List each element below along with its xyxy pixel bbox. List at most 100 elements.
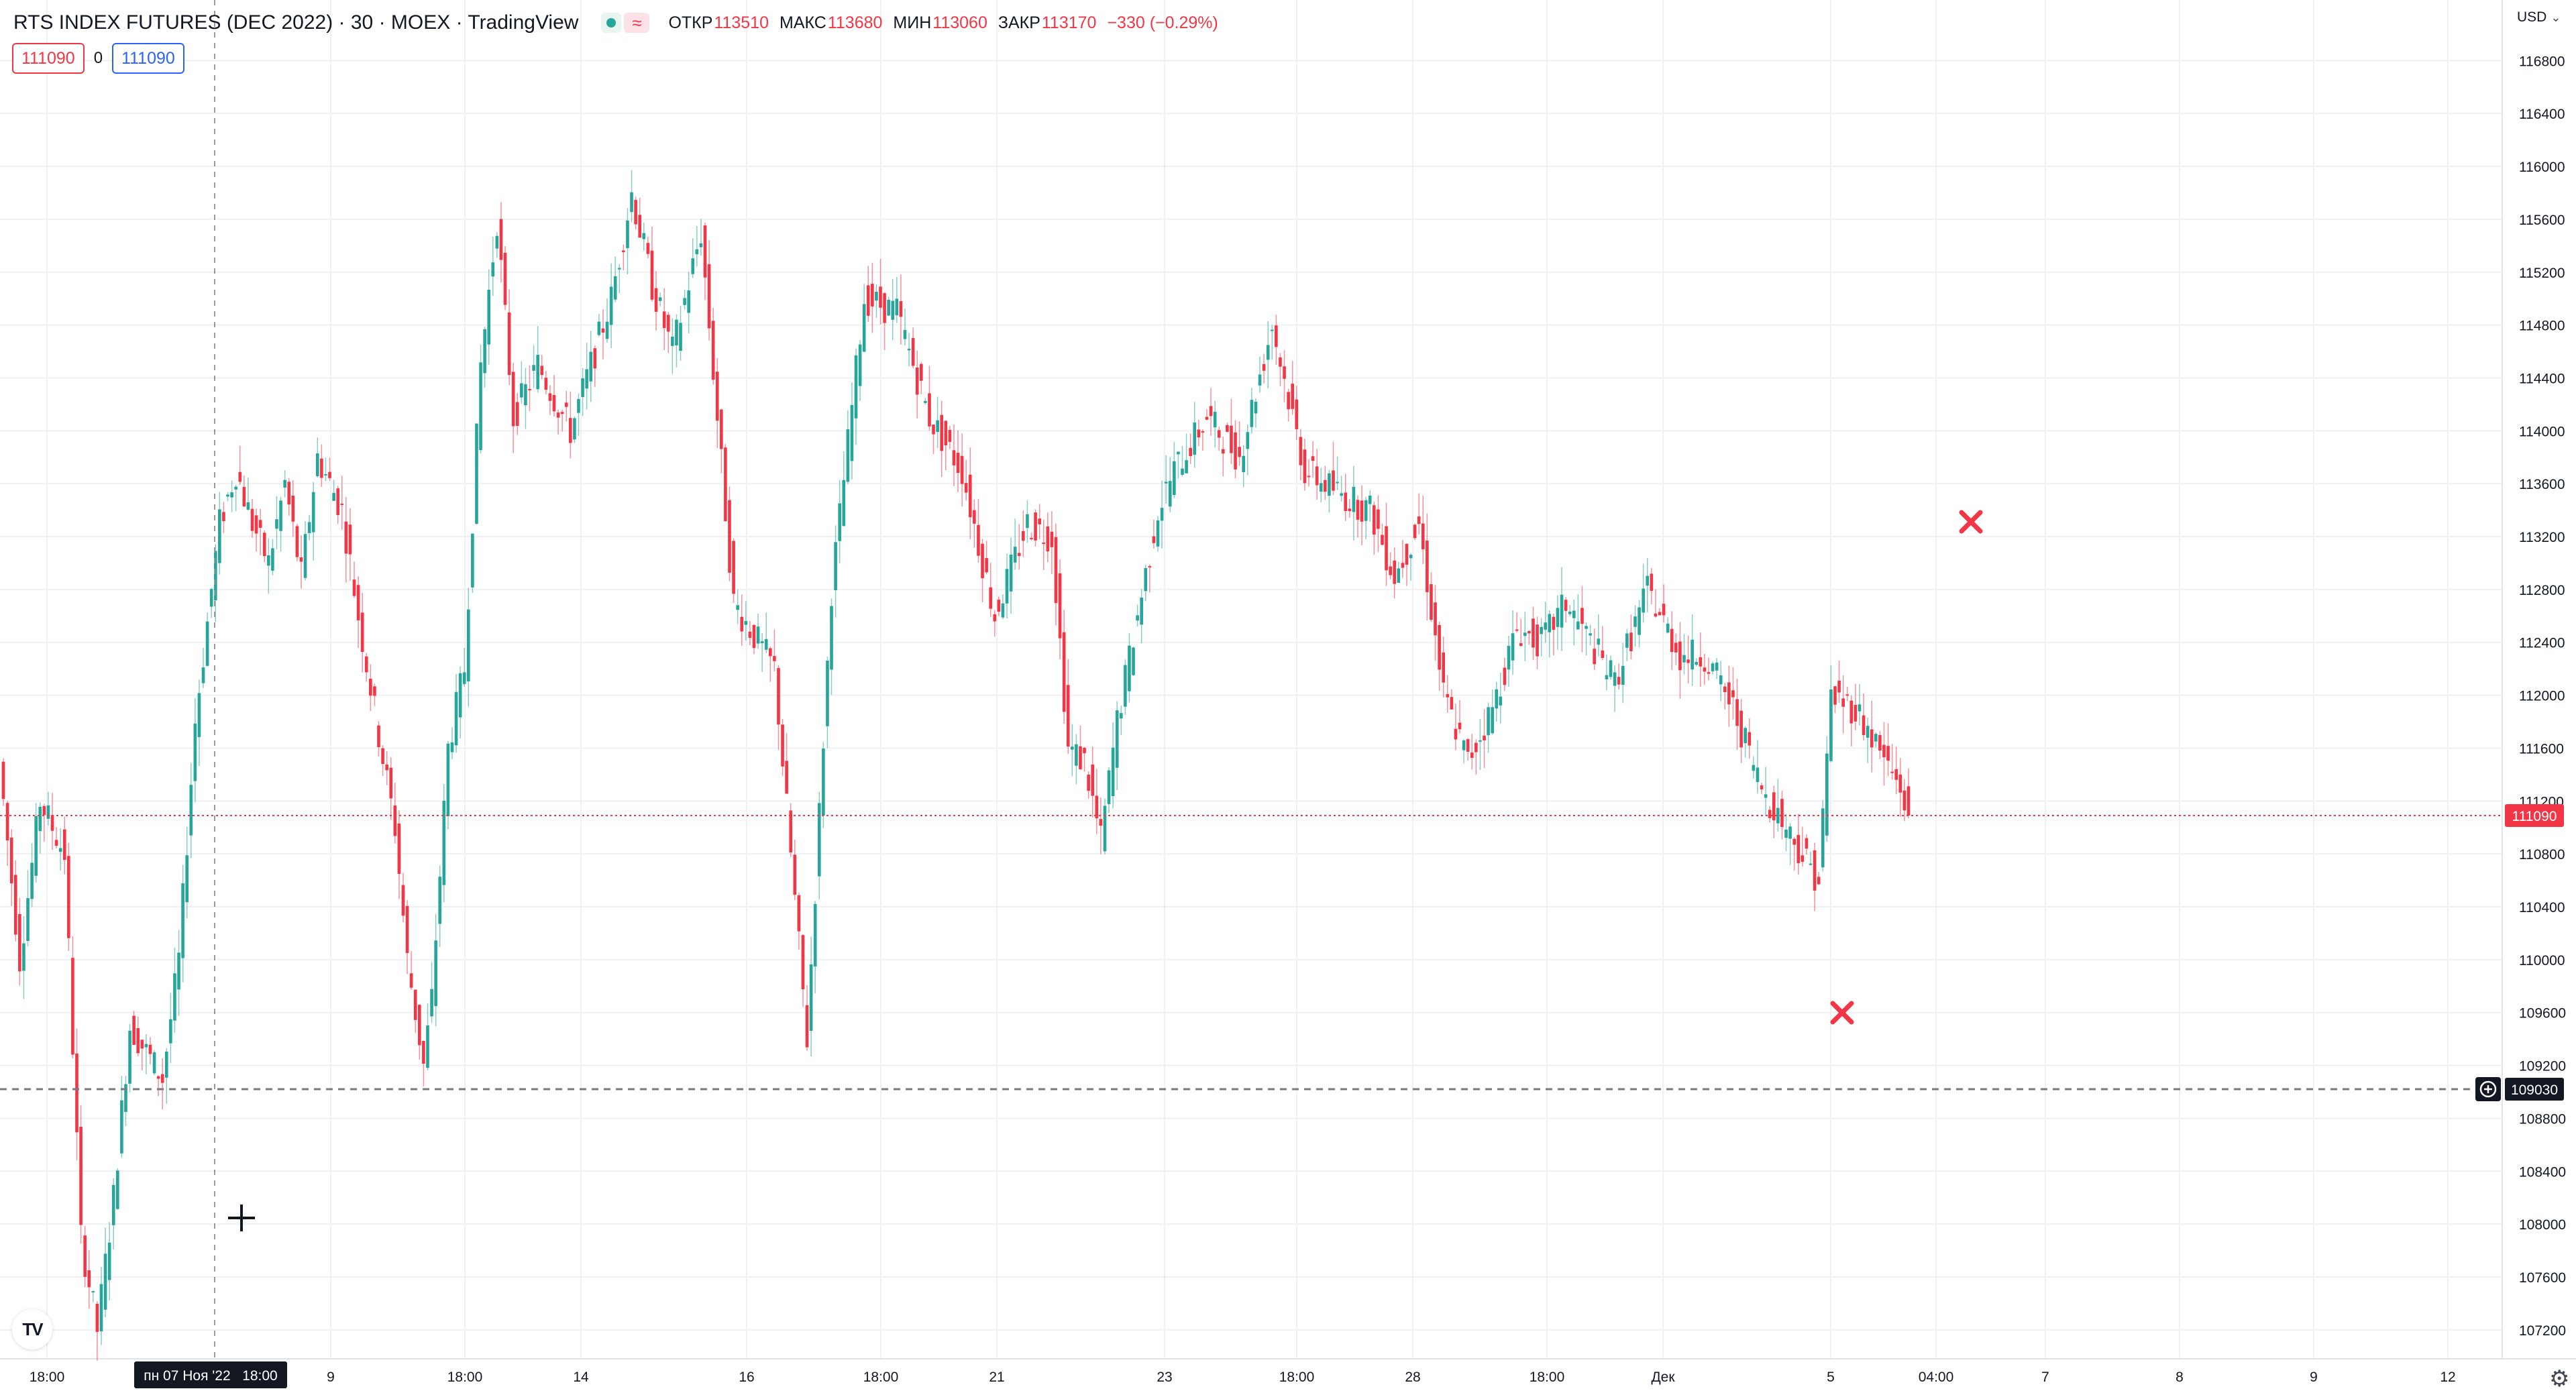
- candle: [1373, 501, 1376, 555]
- candle: [1001, 594, 1005, 620]
- candle: [1230, 398, 1233, 465]
- candle: [409, 951, 413, 990]
- chevron-down-icon[interactable]: ⌄: [2551, 10, 2561, 24]
- candle: [711, 308, 715, 385]
- candle: [1695, 658, 1699, 667]
- symbol-title[interactable]: RTS INDEX FUTURES (DEC 2022) · 30 · MOEX…: [13, 11, 579, 34]
- candle: [1185, 433, 1188, 473]
- time-tick-label: Дек: [1651, 1370, 1675, 1385]
- candle: [1377, 495, 1380, 553]
- candle: [189, 763, 193, 858]
- market-open-dot-icon[interactable]: [601, 13, 622, 33]
- candle: [71, 936, 74, 1059]
- price-tick-label: 108000: [2519, 1217, 2566, 1233]
- candle: [720, 408, 723, 473]
- candle: [1079, 725, 1082, 770]
- candle: [936, 396, 939, 449]
- symbol-legend[interactable]: RTS INDEX FUTURES (DEC 2022) · 30 · MOEX…: [13, 8, 1229, 38]
- candle: [193, 698, 197, 802]
- candle: [793, 839, 797, 901]
- candle: [442, 784, 446, 903]
- candle: [577, 393, 580, 436]
- candle: [1421, 495, 1425, 565]
- candle: [1450, 689, 1454, 710]
- candle: [1487, 702, 1490, 753]
- sell-marker-x-icon[interactable]: [1959, 510, 1983, 534]
- candle: [1226, 422, 1229, 433]
- candle: [940, 400, 944, 478]
- candle: [683, 289, 686, 310]
- currency-label[interactable]: USD: [2517, 9, 2547, 25]
- candle: [181, 864, 184, 983]
- candle: [960, 433, 964, 507]
- price-axis[interactable]: 116800 116400 116000 115600 115200 114800 1144…: [2519, 54, 2566, 1339]
- candle: [1837, 660, 1841, 703]
- candle: [185, 827, 189, 919]
- sell-button[interactable]: 111090: [12, 43, 85, 74]
- candle: [1430, 572, 1433, 622]
- candle: [1144, 565, 1148, 602]
- candle: [560, 409, 564, 432]
- alert-price-label-bg: [2505, 1078, 2564, 1101]
- candle: [352, 561, 356, 598]
- candle: [826, 657, 829, 748]
- candle: [601, 309, 605, 359]
- grid: [0, 0, 2502, 1359]
- candle: [132, 1011, 136, 1045]
- candle: [887, 296, 890, 317]
- candle: [262, 530, 266, 563]
- candle: [622, 244, 625, 270]
- buy-button[interactable]: 111090: [112, 43, 184, 74]
- last-price-label-bg: [2505, 804, 2564, 827]
- candle: [952, 425, 956, 486]
- candle: [1560, 567, 1564, 651]
- candle: [1499, 672, 1503, 724]
- candle: [385, 750, 388, 785]
- candle: [650, 226, 654, 302]
- candle: [1821, 799, 1825, 872]
- candle: [985, 541, 988, 575]
- candle: [1393, 547, 1397, 599]
- candle: [1140, 589, 1144, 644]
- candle: [1, 758, 5, 806]
- candle: [1124, 659, 1127, 715]
- candle: [515, 392, 519, 435]
- candle: [344, 497, 348, 583]
- candle: [1348, 499, 1352, 518]
- candle: [336, 486, 340, 524]
- candle: [956, 430, 960, 492]
- time-axis[interactable]: 18:00 9 18:00 14 16 18:00 21 23 18:00 28 18:00 Дек 5…: [30, 1370, 2456, 1385]
- time-tick-label: 18:00: [1529, 1370, 1565, 1385]
- candle: [1752, 756, 1756, 779]
- candle: [58, 828, 62, 871]
- candle: [1136, 604, 1139, 627]
- candle: [1275, 315, 1278, 366]
- gear-icon[interactable]: ⚙: [2549, 1366, 2570, 1392]
- candle: [1217, 427, 1221, 451]
- candle: [46, 791, 50, 826]
- buy-marker-x-icon[interactable]: [1830, 1001, 1854, 1025]
- candle: [1629, 614, 1633, 660]
- legend-status-icons[interactable]: ≈: [601, 13, 650, 33]
- candle: [1886, 723, 1890, 777]
- candle: [524, 368, 527, 429]
- tradingview-logo-icon[interactable]: TV: [12, 1309, 52, 1349]
- currency-selector[interactable]: USD ⌄: [2517, 9, 2561, 25]
- candle: [1038, 504, 1041, 540]
- candle: [1576, 594, 1580, 630]
- candle: [1532, 606, 1535, 661]
- candle: [462, 648, 466, 687]
- buy-sell-panel[interactable]: 111090 0 111090: [12, 43, 184, 74]
- candle: [556, 409, 560, 435]
- add-alert-icon[interactable]: [2475, 1077, 2501, 1101]
- delayed-data-wave-icon[interactable]: ≈: [624, 13, 650, 33]
- candle: [1552, 614, 1556, 656]
- candle: [768, 647, 772, 682]
- time-tick-label: 9: [2310, 1370, 2318, 1385]
- candle: [1739, 699, 1743, 763]
- candle: [993, 610, 997, 637]
- candle: [87, 1250, 91, 1309]
- candle: [1796, 814, 1801, 875]
